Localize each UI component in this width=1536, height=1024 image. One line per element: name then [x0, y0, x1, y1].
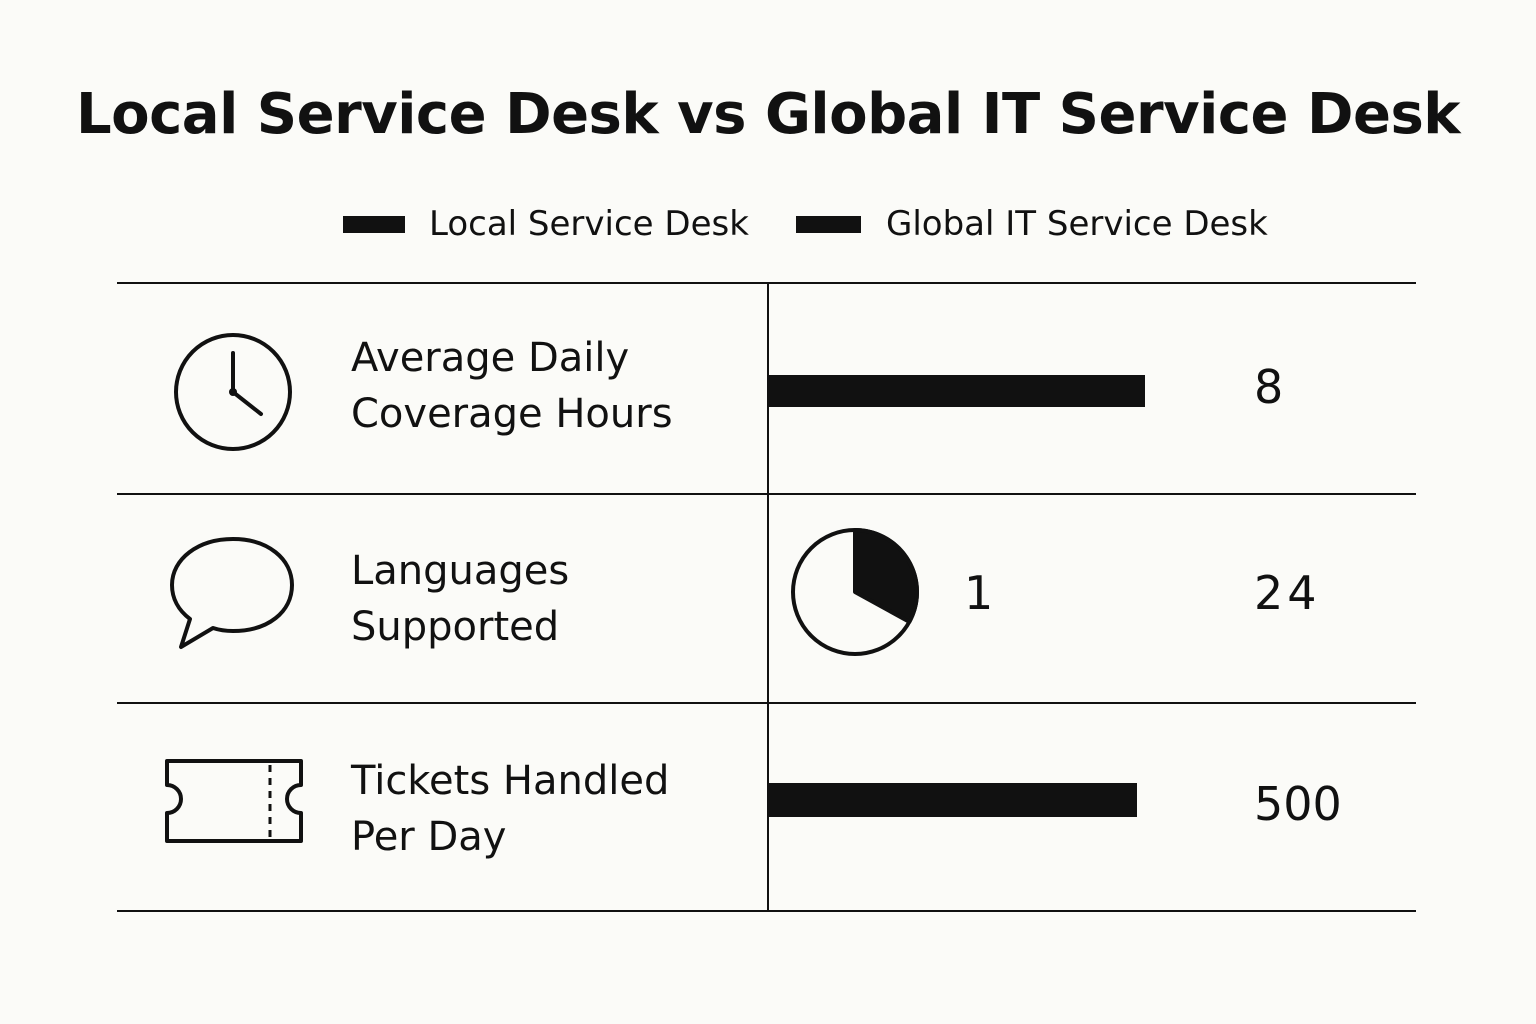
clock-icon	[174, 333, 292, 451]
table-top-border	[117, 282, 1416, 284]
row-divider-2	[117, 702, 1416, 704]
pie-slice	[853, 528, 919, 624]
legend-label-global: Global IT Service Desk	[886, 204, 1268, 244]
global-value: 8	[1254, 360, 1284, 414]
table-bottom-border	[117, 910, 1416, 912]
legend-label-local: Local Service Desk	[429, 204, 749, 244]
row-divider-1	[117, 493, 1416, 495]
row-label-line: Supported	[351, 604, 560, 650]
row-label-line: Average Daily	[351, 335, 630, 381]
row-label-line: Languages	[351, 548, 570, 594]
row-label-line: Per Day	[351, 814, 507, 860]
row-label-line: Coverage Hours	[351, 391, 673, 437]
row-label-line: Tickets Handled	[351, 758, 670, 804]
tickets-bar	[769, 783, 1137, 817]
chart-title: Local Service Desk vs Global IT Service …	[75, 82, 1461, 147]
column-divider	[767, 284, 769, 912]
row-label: Tickets Handled Per Day	[351, 753, 669, 865]
ticket-icon	[165, 759, 303, 843]
speech-bubble-icon	[170, 537, 294, 649]
global-value: 500	[1254, 777, 1342, 831]
languages-pie	[791, 528, 919, 656]
coverage-hours-bar	[769, 375, 1145, 407]
row-label: Languages Supported	[351, 543, 569, 655]
legend-swatch-global	[796, 216, 861, 233]
local-value: 1	[964, 566, 994, 620]
global-value: 24	[1254, 566, 1321, 620]
row-label: Average Daily Coverage Hours	[351, 330, 673, 442]
legend-swatch-local	[343, 216, 405, 233]
